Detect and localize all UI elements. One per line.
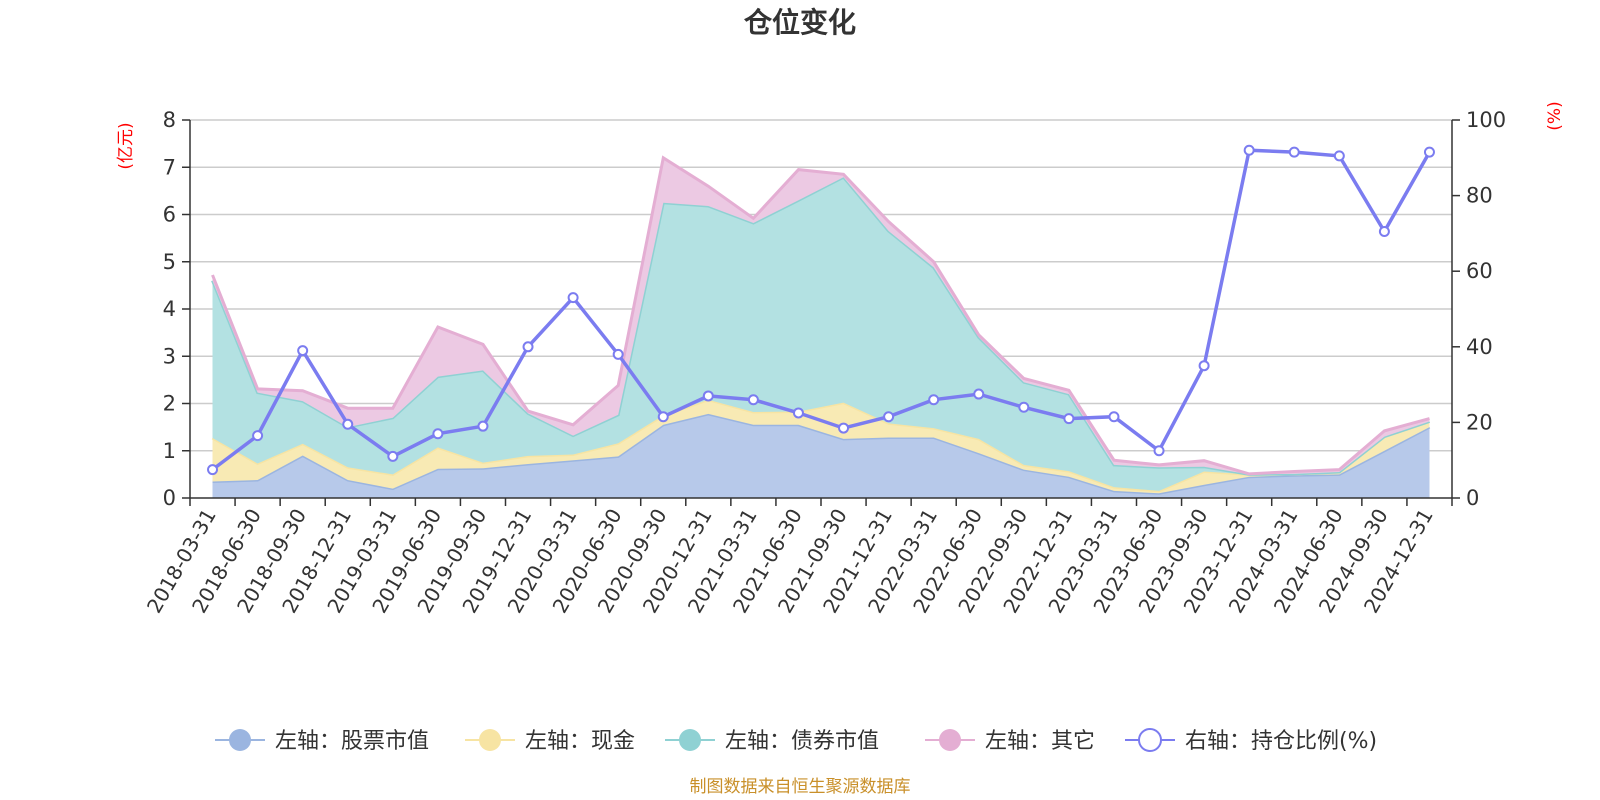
ratio-point bbox=[792, 407, 804, 419]
legend-swatch-marker bbox=[939, 729, 961, 751]
legend-label: 左轴：现金 bbox=[525, 729, 635, 754]
legend-swatch-marker bbox=[229, 729, 251, 751]
left-tick-label: 6 bbox=[163, 203, 176, 227]
legend-item-1[interactable]: 左轴：股票市值 bbox=[215, 729, 429, 754]
ratio-point bbox=[1243, 144, 1255, 156]
legend-label: 右轴：持仓比例(%) bbox=[1185, 729, 1377, 754]
legend-label: 左轴：其它 bbox=[985, 729, 1095, 754]
ratio-point bbox=[1018, 401, 1030, 413]
ratio-point bbox=[567, 292, 579, 304]
ratio-point bbox=[207, 464, 219, 476]
ratio-point bbox=[1423, 146, 1435, 158]
ratio-point bbox=[1378, 226, 1390, 238]
ratio-point bbox=[1108, 411, 1120, 423]
right-tick-label: 40 bbox=[1466, 335, 1493, 359]
ratio-point bbox=[387, 450, 399, 462]
ratio-point bbox=[1288, 146, 1300, 158]
right-tick-label: 0 bbox=[1466, 486, 1479, 510]
left-tick-label: 8 bbox=[163, 108, 176, 132]
left-tick-label: 0 bbox=[163, 486, 176, 510]
ratio-line-path bbox=[211, 148, 1432, 471]
area-series-3 bbox=[212, 177, 1430, 491]
left-tick-label: 4 bbox=[163, 297, 176, 321]
ratio-point bbox=[1153, 445, 1165, 457]
ratio-point bbox=[1333, 150, 1345, 162]
right-tick-label: 20 bbox=[1466, 410, 1493, 434]
legend-item-4[interactable]: 左轴：其它 bbox=[925, 729, 1095, 754]
ratio-point bbox=[1063, 413, 1075, 425]
left-tick-label: 5 bbox=[163, 250, 176, 274]
ratio-point bbox=[838, 422, 850, 434]
ratio-point bbox=[1198, 360, 1210, 372]
ratio-point bbox=[522, 341, 534, 353]
right-axis-unit: (%) bbox=[1545, 101, 1565, 130]
legend: 左轴：股票市值 左轴：现金 左轴：债券市值 左轴：其它 右轴：持仓比例(%) bbox=[215, 728, 1377, 754]
area-series-2 bbox=[212, 399, 1430, 494]
legend-swatch-marker bbox=[679, 729, 701, 751]
right-tick-label: 80 bbox=[1466, 184, 1493, 208]
left-tick-label: 3 bbox=[163, 344, 176, 368]
legend-item-5[interactable]: 右轴：持仓比例(%) bbox=[1125, 728, 1377, 754]
legend-item-2[interactable]: 左轴：现金 bbox=[465, 729, 635, 754]
ratio-point bbox=[612, 348, 624, 360]
right-tick-label: 60 bbox=[1466, 259, 1493, 283]
ratio-point bbox=[297, 345, 309, 357]
legend-swatch-marker bbox=[479, 729, 501, 751]
ratio-point bbox=[702, 390, 714, 402]
area-series-1 bbox=[212, 413, 1430, 498]
right-tick-label: 100 bbox=[1466, 108, 1506, 132]
stacked-areas bbox=[211, 155, 1431, 498]
ratio-point bbox=[252, 430, 264, 442]
legend-label: 左轴：股票市值 bbox=[275, 729, 429, 754]
source-note: 制图数据来自恒生聚源数据库 bbox=[690, 777, 911, 797]
ratio-point bbox=[973, 388, 985, 400]
legend-swatch-marker bbox=[1138, 728, 1162, 752]
chart-title: 仓位变化 bbox=[744, 6, 856, 39]
ratio-point bbox=[342, 418, 354, 430]
left-axis-unit: (亿元) bbox=[116, 122, 136, 169]
left-tick-label: 7 bbox=[163, 155, 176, 179]
area-edge-series-4 bbox=[211, 155, 1430, 476]
ratio-point bbox=[477, 420, 489, 432]
ratio-point bbox=[883, 411, 895, 423]
legend-label: 左轴：债券市值 bbox=[725, 729, 879, 754]
left-tick-label: 2 bbox=[163, 392, 176, 416]
ratio-point bbox=[432, 428, 444, 440]
left-tick-label: 1 bbox=[163, 439, 176, 463]
ratio-point bbox=[747, 394, 759, 406]
ratio-point bbox=[928, 394, 940, 406]
legend-item-3[interactable]: 左轴：债券市值 bbox=[665, 729, 879, 754]
ratio-point bbox=[657, 411, 669, 423]
ratio-line bbox=[207, 144, 1435, 476]
